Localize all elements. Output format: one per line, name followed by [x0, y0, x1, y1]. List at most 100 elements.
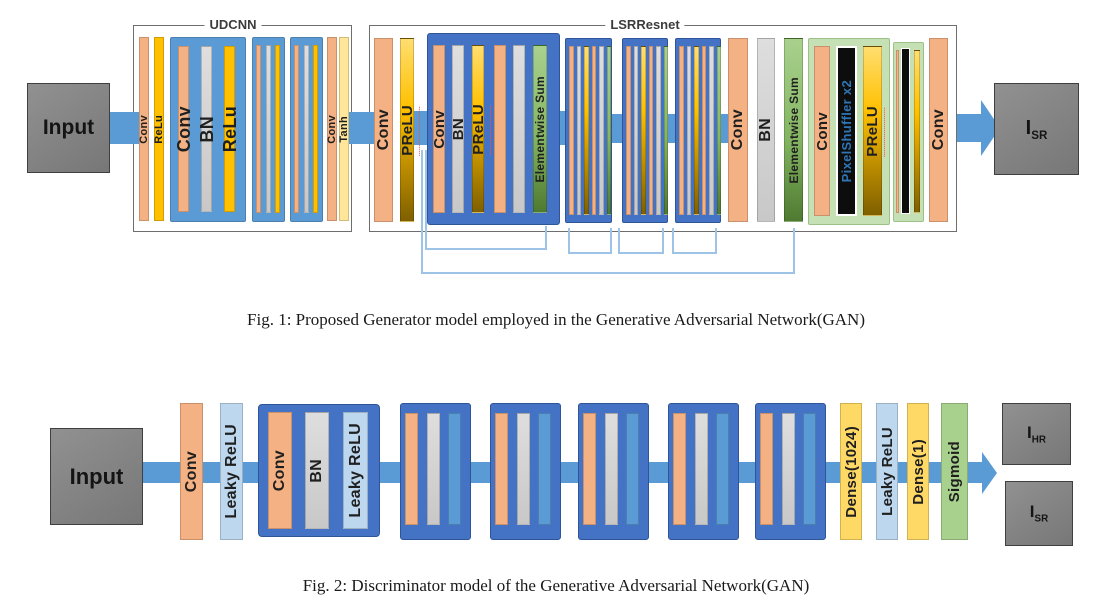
bn-bar: [303, 45, 309, 213]
skip-line: [568, 252, 612, 254]
bn-bar: [599, 46, 604, 215]
leaky-relu-bar: [626, 413, 639, 525]
conv-bar-label: Conv: [173, 105, 194, 153]
conv-bar: [294, 45, 299, 213]
conv-bar-label: Conv: [929, 109, 947, 151]
prelu-bar: PReLU: [863, 46, 882, 216]
leaky-relu-bar: [803, 413, 816, 525]
elementwise-sum-bar: Elementwise Sum: [784, 38, 803, 222]
skip-line: [672, 228, 674, 254]
conv-bar: [760, 413, 773, 525]
ihr-box: IHR: [1002, 403, 1071, 465]
input-box: Input: [27, 83, 110, 173]
bn-bar-label: BN: [308, 458, 325, 483]
bn-bar: [513, 45, 525, 213]
bn-bar-label: BN: [449, 117, 467, 141]
bn-bar: BN: [449, 45, 467, 213]
conv-bar: [679, 46, 684, 215]
leaky-relu-bar-label: Leaky ReLU: [878, 427, 896, 516]
dense-1-bar: Dense(1): [907, 403, 929, 540]
prelu-bar: [914, 50, 920, 213]
conv-bar: Conv: [430, 45, 448, 213]
io-label: IHR: [1027, 422, 1046, 446]
bn-bar: [633, 46, 638, 215]
skip-line: [715, 228, 717, 254]
connector: [410, 111, 430, 145]
leaky-relu-bar: [716, 413, 729, 525]
bn-bar: BN: [197, 46, 217, 212]
bn-bar: [709, 46, 714, 215]
bn-bar-label: BN: [757, 118, 774, 142]
conv-bar: [405, 413, 418, 525]
conv-bar-label: Conv: [813, 111, 831, 151]
elementwise-sum-bar: [606, 46, 611, 215]
sigmoid-bar: Sigmoid: [941, 403, 968, 540]
skip-line: [425, 150, 427, 250]
relu-bar: ReLu: [153, 37, 165, 221]
leaky-relu-bar: Leaky ReLU: [343, 412, 368, 529]
conv-bar: Conv: [374, 38, 393, 222]
bn-bar-label: BN: [196, 115, 217, 143]
bn-bar: [605, 413, 618, 525]
figure2-caption: Fig. 2: Discriminator model of the Gener…: [302, 576, 810, 595]
io-label: ISR: [1025, 116, 1048, 142]
conv-bar: [583, 413, 596, 525]
bn-bar: [517, 413, 530, 525]
prelu-bar-label: PReLU: [469, 103, 487, 155]
skip-line: [662, 228, 664, 254]
conv-bar: [569, 46, 574, 215]
conv-bar: Conv: [813, 46, 831, 216]
relu-bar: [313, 45, 318, 213]
io-label: Input: [69, 463, 124, 489]
skip-line: [568, 228, 570, 254]
dense-1-bar-label: Dense(1): [909, 438, 927, 505]
dense-1024-bar-label: Dense(1024): [842, 425, 860, 518]
skip-line: [618, 252, 664, 254]
conv-bar: [648, 46, 653, 215]
conv-bar-label: Conv: [374, 109, 392, 151]
tanh-bar: Tanh: [338, 37, 350, 221]
conv-bar: [494, 45, 506, 213]
leaky-relu-bar-label: Leaky ReLU: [222, 424, 240, 519]
arrow-head-icon: [982, 451, 997, 494]
sigmoid-bar-label: Sigmoid: [946, 440, 963, 503]
conv-bar-label: Conv: [430, 109, 448, 149]
prelu-bar: PReLU: [399, 38, 416, 222]
bn-bar: [782, 413, 795, 525]
leaky-relu-bar: Leaky ReLU: [876, 403, 898, 540]
pixelshuffler-bar: [901, 48, 910, 214]
elementwise-sum-bar-label: Elementwise Sum: [786, 76, 801, 184]
skip-line: [421, 150, 423, 274]
connector: [665, 114, 678, 143]
skip-line: [425, 248, 547, 250]
prelu-bar: [694, 46, 699, 215]
dense-1024-bar: Dense(1024): [840, 403, 862, 540]
prelu-bar: [584, 46, 589, 215]
conv-bar: Conv: [180, 403, 203, 540]
prelu-bar-label: PReLU: [864, 105, 881, 157]
figure1-caption: Fig. 1: Proposed Generator model employe…: [247, 310, 865, 329]
connector: [718, 114, 731, 143]
connector: [344, 112, 376, 144]
bn-bar: BN: [305, 412, 329, 529]
skip-line: [545, 226, 547, 250]
conv-bar: [626, 46, 631, 215]
conv-bar-label: Conv: [271, 449, 288, 492]
bn-bar: BN: [757, 38, 775, 222]
relu-bar: [275, 45, 280, 213]
skip-line: [618, 228, 620, 254]
conv-bar: Conv: [929, 38, 948, 222]
elementwise-sum-bar: Elementwise Sum: [533, 45, 547, 213]
prelu-bar: [641, 46, 646, 215]
conv-bar: Conv: [325, 37, 338, 221]
isr-box: ISR: [994, 83, 1079, 175]
leaky-relu-bar: [448, 413, 461, 525]
leaky-relu-bar-label: Leaky ReLU: [346, 423, 364, 518]
conv-bar-label: Conv: [325, 114, 338, 144]
connector: [609, 114, 625, 143]
pixelshuffler-bar-label: PixelShuffler x2: [839, 79, 854, 183]
bn-bar: [656, 46, 661, 215]
prelu-bar: PReLU: [469, 45, 487, 213]
leaky-relu-bar: [538, 413, 551, 525]
